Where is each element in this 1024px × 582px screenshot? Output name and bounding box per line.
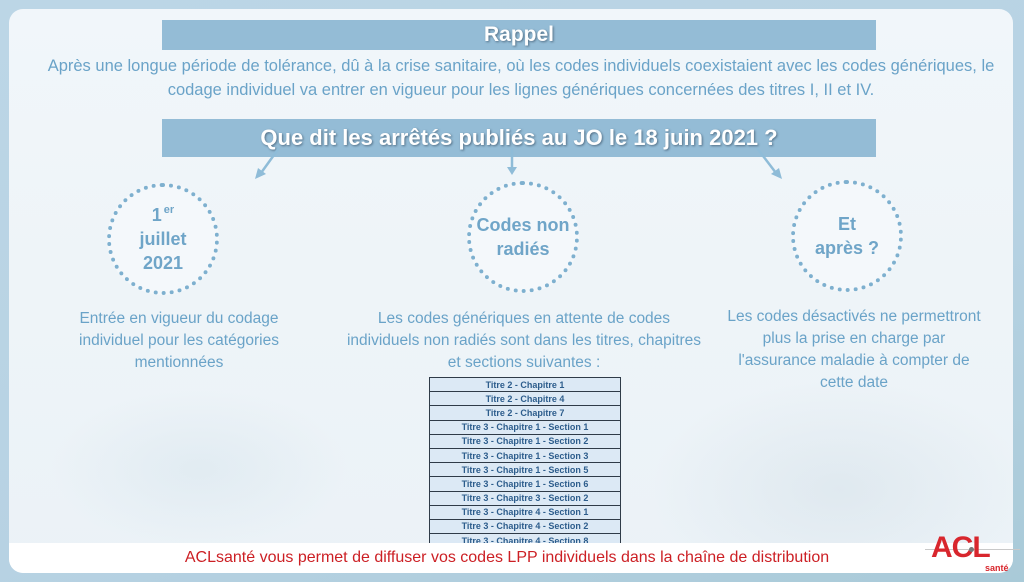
acl-sante-logo: ACL santé bbox=[925, 528, 1020, 576]
table-cell: Titre 3 - Chapitre 1 - Section 6 bbox=[429, 476, 621, 492]
footer-text: ACLsanté vous permet de diffuser vos cod… bbox=[184, 549, 830, 566]
table-cell: Titre 3 - Chapitre 1 - Section 1 bbox=[429, 419, 621, 435]
circle-month: juillet bbox=[139, 229, 187, 249]
rappel-title: Rappel bbox=[162, 20, 876, 50]
table-row: Titre 2 - Chapitre 4 bbox=[429, 391, 621, 407]
circle-line: Et bbox=[838, 214, 856, 234]
table-cell: Titre 3 - Chapitre 1 - Section 5 bbox=[429, 462, 621, 478]
logo-dot-icon bbox=[969, 547, 974, 552]
background-decoration bbox=[49, 389, 349, 549]
table-cell: Titre 2 - Chapitre 4 bbox=[429, 391, 621, 407]
circle-year: 2021 bbox=[142, 253, 184, 273]
description-apres: Les codes désactivés ne permettront plus… bbox=[727, 308, 981, 391]
slide-panel: Rappel Après une longue période de tolér… bbox=[9, 9, 1013, 573]
circle-day: 1 bbox=[151, 205, 162, 225]
table-cell: Titre 2 - Chapitre 7 bbox=[429, 405, 621, 421]
logo-sub: santé bbox=[985, 563, 1009, 573]
table-row: Titre 2 - Chapitre 7 bbox=[429, 405, 621, 421]
table-cell: Titre 3 - Chapitre 1 - Section 3 bbox=[429, 447, 621, 464]
circle-line: après ? bbox=[814, 238, 880, 258]
arrow-right-icon bbox=[756, 148, 782, 179]
table-cell: Titre 3 - Chapitre 3 - Section 2 bbox=[429, 490, 621, 506]
table-row: Titre 3 - Chapitre 1 - Section 2 bbox=[429, 433, 621, 449]
table-row: Titre 3 - Chapitre 1 - Section 3 bbox=[429, 447, 621, 464]
footer-band: ACLsanté vous permet de diffuser vos cod… bbox=[9, 543, 1013, 573]
arrow-left-icon bbox=[255, 148, 281, 179]
table-cell: Titre 3 - Chapitre 1 - Section 2 bbox=[429, 433, 621, 449]
codes-table: Titre 2 - Chapitre 1 Titre 2 - Chapitre … bbox=[429, 376, 621, 549]
table-cell: Titre 3 - Chapitre 4 - Section 1 bbox=[429, 504, 621, 520]
table-row: Titre 3 - Chapitre 3 - Section 2 bbox=[429, 490, 621, 506]
table-row: Titre 3 - Chapitre 4 - Section 2 bbox=[429, 518, 621, 535]
logo-main: ACL bbox=[931, 531, 991, 564]
question-title: Que dit les arrêtés publiés au JO le 18 … bbox=[162, 119, 876, 157]
table-row: Titre 3 - Chapitre 1 - Section 5 bbox=[429, 462, 621, 478]
circle-et-apres: Et après ? bbox=[791, 180, 903, 292]
table-row: Titre 3 - Chapitre 1 - Section 6 bbox=[429, 476, 621, 492]
rappel-text: Après une longue période de tolérance, d… bbox=[47, 57, 995, 99]
circle-line: Codes non bbox=[476, 215, 570, 235]
circle-date: 1 er juillet 2021 bbox=[107, 183, 219, 295]
description-codes: Les codes génériques en attente de codes… bbox=[346, 310, 702, 371]
background-decoration bbox=[649, 379, 1013, 573]
circle-day-suffix: er bbox=[163, 204, 175, 216]
circle-codes-non-radies: Codes non radiés bbox=[467, 181, 579, 293]
table-row: Titre 3 - Chapitre 1 - Section 1 bbox=[429, 419, 621, 435]
circle-line: radiés bbox=[496, 239, 550, 259]
table-cell: Titre 3 - Chapitre 4 - Section 2 bbox=[429, 518, 621, 535]
arrow-down-icon bbox=[507, 148, 517, 175]
table-row: Titre 2 - Chapitre 1 bbox=[429, 376, 621, 393]
description-date: Entrée en vigueur du codage individuel p… bbox=[79, 310, 279, 371]
table-row: Titre 3 - Chapitre 4 - Section 1 bbox=[429, 504, 621, 520]
table-cell: Titre 2 - Chapitre 1 bbox=[429, 376, 621, 393]
